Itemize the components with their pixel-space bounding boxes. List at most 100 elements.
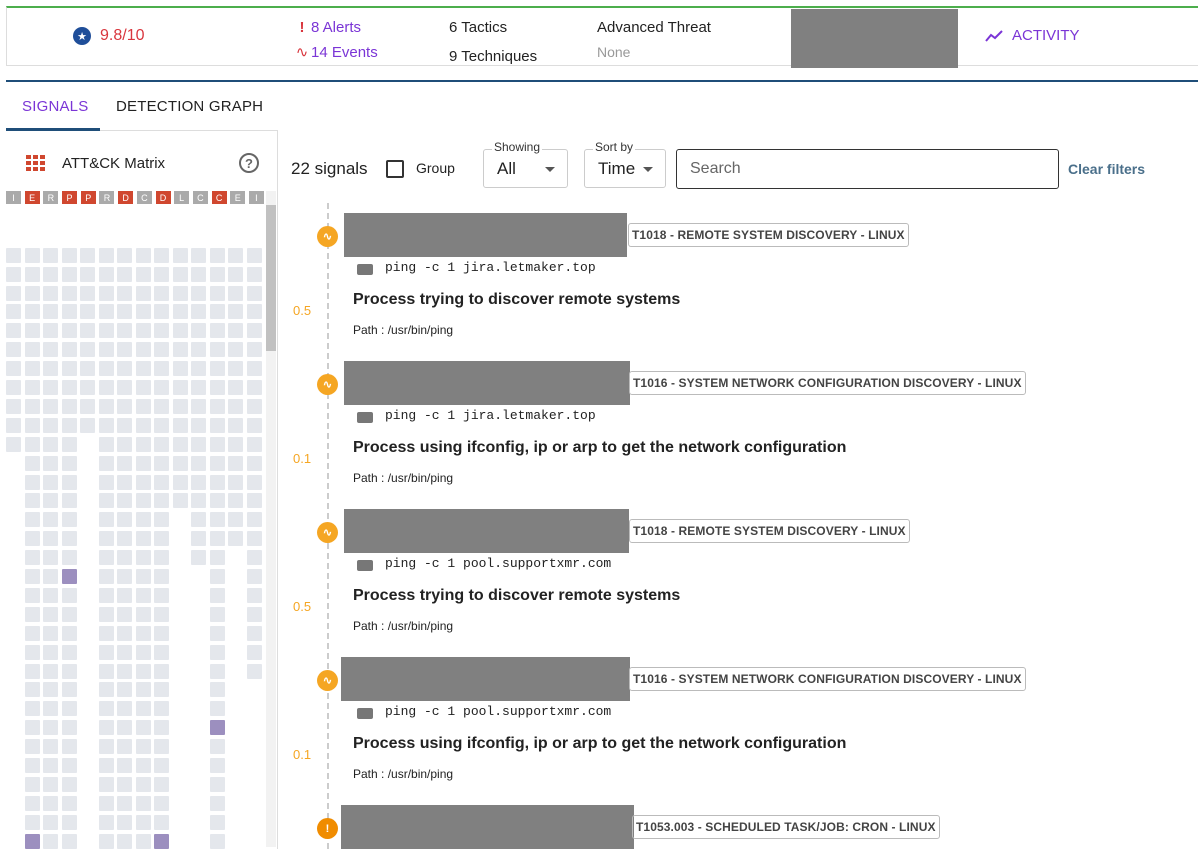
- technique-cell[interactable]: [80, 361, 95, 377]
- technique-cell[interactable]: [172, 398, 188, 414]
- technique-cell[interactable]: [246, 512, 262, 528]
- search-input[interactable]: [676, 149, 1059, 189]
- technique-cell[interactable]: [135, 833, 151, 849]
- technique-cell[interactable]: [6, 380, 21, 395]
- technique-cell[interactable]: [117, 682, 132, 698]
- technique-cell[interactable]: [209, 644, 225, 660]
- technique-cell[interactable]: [209, 531, 225, 547]
- technique-cell[interactable]: [135, 758, 151, 773]
- technique-cell[interactable]: [61, 304, 77, 320]
- technique-cell[interactable]: [43, 512, 58, 528]
- tactic-header[interactable]: C: [136, 191, 152, 204]
- technique-cell[interactable]: [228, 436, 243, 452]
- technique-cell[interactable]: [117, 569, 132, 584]
- technique-cell[interactable]: [61, 644, 77, 660]
- technique-cell[interactable]: [80, 247, 95, 263]
- technique-cell[interactable]: [246, 417, 262, 433]
- technique-cell[interactable]: [43, 550, 58, 566]
- technique-cell[interactable]: [154, 247, 169, 263]
- technique-cell[interactable]: [43, 361, 58, 377]
- technique-cell[interactable]: [135, 361, 151, 377]
- technique-cell[interactable]: [154, 550, 169, 566]
- technique-cell[interactable]: [228, 247, 243, 263]
- technique-cell[interactable]: [154, 758, 169, 773]
- technique-cell[interactable]: [135, 512, 151, 528]
- technique-cell[interactable]: [24, 701, 40, 717]
- technique-cell[interactable]: [24, 795, 40, 811]
- technique-cell[interactable]: [61, 682, 77, 698]
- technique-cell[interactable]: [24, 776, 40, 792]
- technique-cell[interactable]: [117, 550, 132, 566]
- technique-cell[interactable]: [172, 455, 188, 471]
- technique-cell[interactable]: [209, 455, 225, 471]
- technique-cell[interactable]: [117, 720, 132, 736]
- technique-cell[interactable]: [98, 701, 114, 717]
- technique-cell[interactable]: [135, 380, 151, 395]
- technique-cell[interactable]: [43, 304, 58, 320]
- technique-cell[interactable]: [209, 739, 225, 755]
- technique-cell[interactable]: [61, 701, 77, 717]
- technique-cell[interactable]: [191, 531, 206, 547]
- technique-cell[interactable]: [191, 247, 206, 263]
- technique-cell[interactable]: [43, 701, 58, 717]
- signal-card[interactable]: ! T1053.003 - SCHEDULED TASK/JOB: CRON -…: [279, 805, 1198, 849]
- technique-cell[interactable]: [24, 455, 40, 471]
- technique-tag[interactable]: T1053.003 - SCHEDULED TASK/JOB: CRON - L…: [632, 815, 940, 839]
- technique-cell[interactable]: [61, 625, 77, 641]
- technique-cell[interactable]: [24, 587, 40, 603]
- technique-cell[interactable]: [135, 285, 151, 301]
- technique-cell[interactable]: [80, 380, 95, 395]
- technique-cell[interactable]: [61, 266, 77, 282]
- technique-cell[interactable]: [209, 285, 225, 301]
- technique-cell[interactable]: [209, 493, 225, 509]
- technique-cell[interactable]: [98, 739, 114, 755]
- technique-cell[interactable]: [154, 417, 169, 433]
- technique-cell[interactable]: [246, 361, 262, 377]
- technique-cell[interactable]: [24, 531, 40, 547]
- technique-cell[interactable]: [98, 380, 114, 395]
- technique-cell[interactable]: [43, 474, 58, 490]
- technique-cell[interactable]: [117, 417, 132, 433]
- technique-cell[interactable]: [209, 323, 225, 339]
- technique-cell[interactable]: [98, 625, 114, 641]
- technique-cell[interactable]: [98, 569, 114, 584]
- tactic-header[interactable]: C: [211, 191, 227, 204]
- technique-tag[interactable]: T1018 - REMOTE SYSTEM DISCOVERY - LINUX: [629, 519, 910, 543]
- technique-cell[interactable]: [135, 625, 151, 641]
- technique-cell[interactable]: [135, 398, 151, 414]
- technique-cell[interactable]: [209, 682, 225, 698]
- technique-cell[interactable]: [80, 323, 95, 339]
- technique-cell[interactable]: [135, 606, 151, 622]
- technique-cell[interactable]: [209, 380, 225, 395]
- technique-cell[interactable]: [43, 776, 58, 792]
- technique-cell[interactable]: [43, 342, 58, 358]
- technique-cell[interactable]: [61, 361, 77, 377]
- technique-cell[interactable]: [43, 814, 58, 830]
- technique-cell[interactable]: [6, 436, 21, 452]
- technique-cell[interactable]: [154, 436, 169, 452]
- technique-cell[interactable]: [246, 569, 262, 584]
- technique-cell[interactable]: [98, 436, 114, 452]
- tactic-header[interactable]: E: [24, 191, 40, 204]
- technique-cell[interactable]: [191, 417, 206, 433]
- technique-cell[interactable]: [172, 285, 188, 301]
- technique-cell[interactable]: [172, 323, 188, 339]
- technique-cell[interactable]: [117, 625, 132, 641]
- technique-cell[interactable]: [191, 398, 206, 414]
- technique-cell[interactable]: [135, 569, 151, 584]
- technique-cell[interactable]: [191, 493, 206, 509]
- technique-cell[interactable]: [6, 417, 21, 433]
- technique-cell[interactable]: [135, 474, 151, 490]
- technique-cell[interactable]: [209, 814, 225, 830]
- technique-cell[interactable]: [191, 266, 206, 282]
- technique-cell[interactable]: [80, 417, 95, 433]
- technique-cell[interactable]: [98, 455, 114, 471]
- technique-tag[interactable]: T1016 - SYSTEM NETWORK CONFIGURATION DIS…: [629, 371, 1026, 395]
- technique-cell[interactable]: [209, 474, 225, 490]
- technique-cell[interactable]: [246, 398, 262, 414]
- group-checkbox[interactable]: [386, 160, 404, 178]
- technique-cell[interactable]: [61, 663, 77, 679]
- technique-cell[interactable]: [191, 455, 206, 471]
- technique-cell[interactable]: [172, 493, 188, 509]
- technique-cell[interactable]: [24, 512, 40, 528]
